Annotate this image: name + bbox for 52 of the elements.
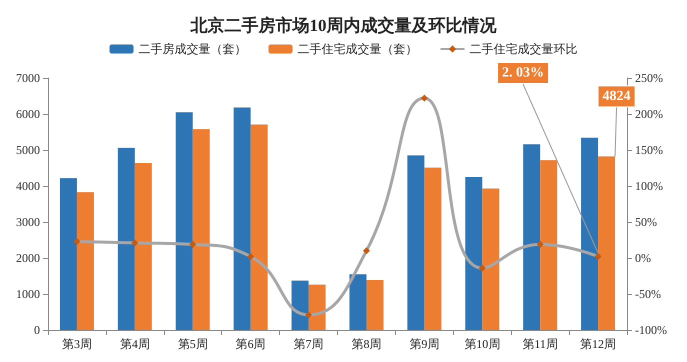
bar (308, 284, 326, 330)
x-tick-label: 第12周 (580, 337, 616, 351)
bar (581, 138, 598, 330)
x-tick-label: 第4周 (120, 337, 150, 351)
bar (366, 280, 384, 330)
x-tick-label: 第11周 (522, 337, 558, 351)
bar (523, 144, 540, 330)
legend-label: 二手住宅成交量（套） (298, 42, 418, 56)
legend-label: 二手住宅成交量环比 (470, 42, 578, 56)
y2-tick-label: 250% (635, 71, 663, 85)
y-tick-label: 6000 (16, 107, 40, 121)
bar (292, 280, 309, 330)
y-tick-label: 4000 (16, 179, 40, 193)
bar (482, 188, 500, 330)
bar (540, 160, 558, 330)
bar (250, 124, 268, 330)
y-tick-label: 1000 (16, 287, 40, 301)
y2-tick-label: -100% (635, 323, 667, 337)
y2-tick-label: 0% (635, 251, 651, 265)
x-tick-label: 第6周 (236, 337, 266, 351)
data-label: 4824 (602, 88, 631, 104)
bar (76, 192, 94, 330)
bar (118, 148, 135, 330)
bar (192, 129, 210, 330)
x-tick-label: 第8周 (351, 337, 382, 351)
bar (465, 177, 482, 330)
y2-tick-label: 200% (635, 107, 663, 121)
y-tick-label: 5000 (16, 143, 40, 157)
legend-label: 二手房成交量（套） (138, 42, 246, 56)
y2-tick-label: 100% (635, 179, 663, 193)
y-tick-label: 0 (34, 323, 40, 337)
y2-tick-label: 50% (635, 215, 657, 229)
bar (60, 178, 77, 330)
x-tick-label: 第7周 (294, 337, 324, 351)
y2-tick-label: -50% (635, 287, 661, 301)
bar (134, 162, 152, 330)
bar (234, 108, 251, 330)
bar (407, 155, 424, 330)
x-tick-label: 第9周 (409, 337, 440, 351)
data-label: 2. 03% (502, 66, 544, 81)
bar (176, 112, 193, 330)
y-tick-label: 3000 (16, 215, 40, 229)
y-tick-label: 7000 (16, 71, 40, 85)
bar (349, 274, 366, 330)
chart-title: 北京二手房市场10周内成交量及环比情况 (190, 16, 498, 35)
x-tick-label: 第3周 (62, 337, 92, 351)
y2-tick-label: 150% (635, 143, 663, 157)
y-tick-label: 2000 (16, 251, 40, 265)
bar (598, 156, 616, 330)
x-tick-label: 第5周 (178, 337, 208, 351)
bar (424, 168, 442, 330)
x-tick-label: 第10周 (464, 337, 500, 351)
